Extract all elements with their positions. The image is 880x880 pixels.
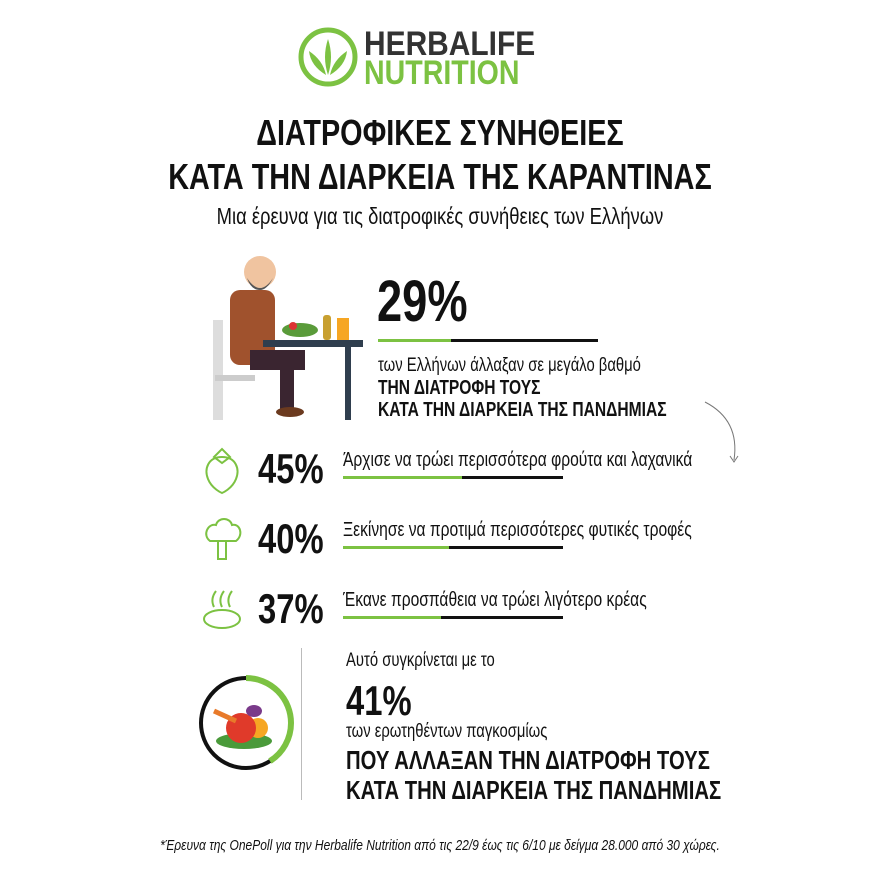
stat-text: Άρχισε να τρώει περισσότερα φρούτα και λ… — [343, 449, 693, 471]
stat-progress-bar — [343, 616, 563, 619]
stat-progress-fill — [343, 476, 462, 479]
curved-arrow-icon — [704, 401, 739, 463]
logo-herbalife: HERBALIFE — [364, 25, 536, 63]
headline-progress-bar — [378, 339, 598, 342]
stat-progress-fill — [343, 616, 441, 619]
strawberry-icon — [205, 447, 239, 495]
global-percent: 41% — [346, 677, 412, 724]
headline-text-3: ΚΑΤΑ ΤΗΝ ΔΙΑΡΚΕΙΑ ΤΗΣ ΠΑΝΔΗΜΙΑΣ — [378, 399, 667, 421]
title-line-2: ΚΑΤΑ ΤΗΝ ΔΙΑΡΚΕΙΑ ΤΗΣ ΚΑΡΑΝΤΙΝΑΣ — [168, 156, 712, 197]
global-intro: Αυτό συγκρίνεται με το — [346, 650, 495, 671]
herbalife-leaf-logo-icon — [298, 27, 358, 87]
title-line-1: ΔΙΑΤΡΟΦΙΚΕΣ ΣΥΝΗΘΕΙΕΣ — [256, 112, 624, 153]
divider-line — [301, 648, 302, 800]
logo: HERBALIFE NUTRITION — [298, 25, 588, 92]
subtitle: Μια έρευνα για τις διατροφικές συνήθειες… — [216, 203, 664, 229]
stat-progress-fill — [343, 546, 449, 549]
stat-row: 40% Ξεκίνησε να προτιμά περισσότερες φυτ… — [0, 515, 880, 575]
broccoli-icon — [205, 518, 242, 560]
stat-percent: 37% — [258, 585, 324, 632]
stat-text: Ξεκίνησε να προτιμά περισσότερες φυτικές… — [343, 519, 692, 541]
steak-icon — [203, 590, 241, 629]
headline-progress-fill — [378, 339, 452, 342]
man-eating-salad-illustration — [213, 256, 363, 420]
global-text-1: των ερωτηθέντων παγκοσμίως — [346, 721, 548, 742]
stat-text: Έκανε προσπάθεια να τρώει λιγότερο κρέας — [343, 589, 647, 611]
vegetables-icon — [212, 705, 272, 749]
global-text-2: ΠΟΥ ΑΛΛΑΞΑΝ ΤΗΝ ΔΙΑΤΡΟΦΗ ΤΟΥΣ — [346, 745, 710, 775]
stat-progress-bar — [343, 546, 563, 549]
stat-row: 45% Άρχισε να τρώει περισσότερα φρούτα κ… — [0, 445, 880, 505]
stat-progress-bar — [343, 476, 563, 479]
headline-percent: 29% — [377, 269, 468, 334]
global-progress-ring — [198, 675, 294, 771]
stat-row: 37% Έκανε προσπάθεια να τρώει λιγότερο κ… — [0, 585, 880, 645]
footer-note: *Έρευνα της OnePoll για την Herbalife Nu… — [160, 837, 720, 854]
stat-percent: 45% — [258, 445, 324, 492]
headline-text-2: ΤΗΝ ΔΙΑΤΡΟΦΗ ΤΟΥΣ — [378, 377, 541, 399]
logo-nutrition: NUTRITION — [364, 54, 520, 92]
global-text-3: ΚΑΤΑ ΤΗΝ ΔΙΑΡΚΕΙΑ ΤΗΣ ΠΑΝΔΗΜΙΑΣ — [346, 775, 722, 805]
stat-percent: 40% — [258, 515, 324, 562]
headline-text-1: των Ελλήνων άλλαξαν σε μεγάλο βαθμό — [378, 355, 641, 376]
